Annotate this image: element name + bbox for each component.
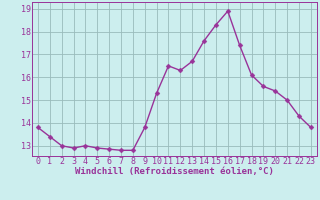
X-axis label: Windchill (Refroidissement éolien,°C): Windchill (Refroidissement éolien,°C) <box>75 167 274 176</box>
